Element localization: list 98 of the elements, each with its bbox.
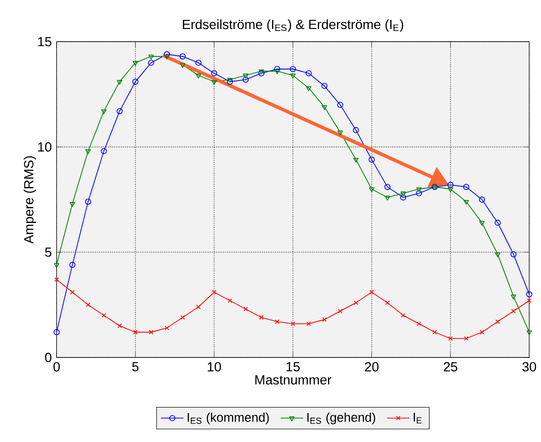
legend-label: I$_{ES}$ (gehend) [307,412,376,424]
point [85,150,91,154]
point [164,54,170,60]
point [432,330,437,335]
point [70,202,76,207]
point [211,80,217,85]
point [353,158,359,163]
y-tick-label: 0 [45,352,52,362]
point [259,315,264,320]
x-tick-label: 30 [522,362,536,372]
point [416,187,422,192]
point [274,66,280,72]
legend-label: I$_{E}$ [414,412,422,424]
x-tick-label: 0 [53,362,60,372]
point [164,51,170,58]
point [290,74,296,78]
point [478,196,486,203]
x-tick-label: 10 [208,362,221,372]
point [243,306,248,312]
legend-label: I$_{ES}$ (kommend) [188,412,269,424]
point [306,70,312,76]
point [463,184,470,190]
point [400,194,406,201]
point [354,300,358,306]
point [132,78,138,85]
point [69,262,76,268]
y-tick-label: 10 [38,142,52,152]
point [400,313,406,318]
point [242,76,249,83]
point [337,102,344,108]
point [211,70,218,76]
y-tick-label: 5 [45,248,52,257]
point [290,322,296,326]
point [384,196,390,201]
point [416,190,422,196]
x-axis-title: Mastnummer [255,375,332,385]
point [274,70,280,74]
point [180,315,185,320]
point [400,192,406,196]
point [322,105,328,110]
point [447,182,454,188]
point [180,53,186,60]
x-tick-label: 5 [132,362,138,372]
point [148,54,154,60]
point [464,200,469,205]
y-axis-title: Ampere (RMS) [24,156,36,244]
point [116,108,123,114]
point [116,80,122,85]
point [228,298,232,303]
point [384,184,390,190]
x-tick-label: 20 [364,362,379,372]
point [100,148,107,154]
point [368,156,375,163]
point [306,322,311,326]
point [511,308,516,314]
point [510,251,517,258]
point [274,319,280,324]
point [196,304,201,310]
point [480,330,484,335]
point [148,330,154,335]
point [322,317,327,322]
y-tick-label: 15 [38,37,52,46]
point [494,220,501,226]
point [337,130,343,136]
point [448,336,453,341]
point [148,60,154,66]
x-tick-label: 15 [286,362,300,372]
point [495,252,500,258]
point [510,294,516,300]
point [290,66,296,72]
point [132,61,138,66]
point [416,322,422,326]
point [306,86,312,92]
x-tick-label: 25 [444,362,458,372]
point [448,187,454,192]
point [479,221,485,226]
point [385,300,390,306]
point [117,324,122,328]
point [86,302,90,308]
point [368,187,374,192]
point [85,198,92,205]
point [195,60,202,66]
point [212,290,216,295]
point [495,319,500,324]
point [352,127,359,134]
point [133,330,138,335]
point [102,313,106,318]
point [464,336,468,341]
point [369,290,374,295]
point [321,82,328,90]
point [101,110,107,114]
point [196,74,202,78]
point [242,74,248,78]
point [338,308,342,314]
point [70,290,75,295]
chart-title: Erdseilströme (I$_{ES}$) & Erderströme (I$_{E}$) [182,19,404,32]
point [164,326,170,330]
point [180,63,186,68]
